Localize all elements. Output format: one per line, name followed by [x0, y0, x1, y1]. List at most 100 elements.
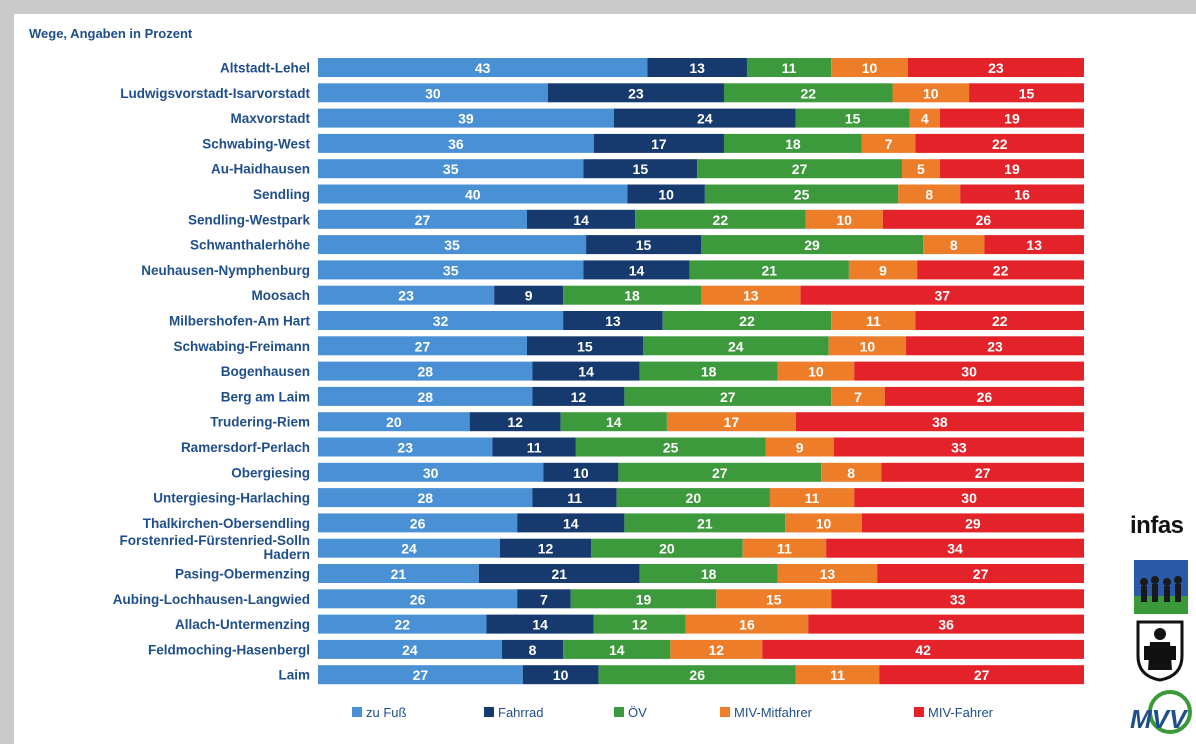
category-label: Ludwigsvorstadt-Isarvorstadt [120, 86, 310, 101]
data-label: 25 [663, 440, 679, 456]
mvv-logo-icon: MVV [1130, 690, 1192, 734]
bar-segment [318, 564, 479, 583]
data-label: 27 [975, 465, 991, 481]
data-label: 30 [961, 364, 977, 380]
category-labels-layer: Altstadt-Lehel Ludwigsvorstadt-Isarvorsta… [113, 61, 311, 683]
data-label: 26 [410, 591, 426, 607]
data-label: 10 [658, 187, 674, 203]
bar-segment [570, 589, 717, 609]
category-label: Forstenried-Fürstenried-Solln Hadern [119, 533, 310, 562]
bar-segment [795, 665, 880, 685]
bar-segment [882, 209, 1084, 229]
data-label: 20 [386, 414, 402, 430]
bar-segment [563, 639, 671, 659]
bar-segment [318, 538, 501, 558]
bars-layer: 43 13 11 10 23 30 23 22 10 15 39 24 15 4 19 36 17 18 7 22 35… [318, 58, 1084, 685]
data-label: 16 [739, 617, 755, 633]
bar-segment [517, 513, 625, 533]
category-label: Maxvorstadt [230, 111, 310, 126]
bar-segment [478, 564, 640, 583]
data-label: 10 [553, 667, 569, 683]
bar-segment [318, 133, 594, 153]
bar-segment [666, 412, 796, 432]
data-label: 25 [794, 187, 810, 203]
bar-segment [624, 513, 786, 533]
data-label: 30 [961, 490, 977, 506]
data-label: 36 [938, 617, 954, 633]
legend-layer: zu Fuß Fahrrad ÖV MIV-Mitfahrer MIV-Fahrer [352, 705, 994, 720]
data-label: 18 [624, 288, 640, 304]
bar-segment [318, 386, 533, 406]
data-label: 15 [636, 237, 652, 253]
bar-segment [723, 133, 862, 153]
data-label: 21 [552, 566, 568, 582]
data-label: 7 [540, 591, 548, 607]
data-label: 7 [885, 136, 893, 152]
data-label: 22 [992, 313, 1008, 329]
data-label: 26 [410, 515, 426, 531]
category-label: Untergiesing-Harlaching [153, 491, 310, 506]
data-label: 15 [1019, 85, 1035, 101]
bar-segment [877, 564, 1084, 583]
data-label: 18 [701, 566, 717, 582]
bar-segment [704, 184, 899, 204]
data-label: 21 [391, 566, 407, 582]
category-label: Berg am Laim [221, 389, 310, 404]
bar-segment [318, 260, 584, 280]
category-label: Schwanthalerhöhe [190, 238, 311, 253]
bar-segment [318, 159, 584, 179]
legend-swatch [914, 707, 924, 717]
bar-segment [318, 285, 495, 305]
legend-swatch [720, 707, 730, 717]
data-label: 26 [977, 389, 993, 405]
bar-segment [526, 336, 643, 356]
bar-segment [613, 108, 796, 128]
data-label: 24 [402, 642, 418, 658]
data-label: 14 [578, 364, 594, 380]
bar-segment [833, 437, 1084, 457]
bar-segment [939, 108, 1084, 128]
data-label: 14 [609, 642, 625, 658]
data-label: 15 [577, 338, 593, 354]
bar-segment [821, 462, 882, 482]
bar-segment [639, 361, 778, 381]
data-label: 4 [921, 111, 929, 127]
data-label: 30 [423, 465, 439, 481]
bar-segment [831, 58, 908, 77]
bar-segment [586, 235, 701, 255]
bar-segment [795, 108, 910, 128]
legend-swatch [352, 707, 362, 717]
data-label: 18 [785, 136, 801, 152]
data-label: 32 [433, 313, 449, 329]
bar-segment [960, 184, 1084, 204]
data-label: 42 [915, 642, 931, 658]
category-label: Laim [278, 668, 310, 683]
bar-segment [532, 361, 640, 381]
data-label: 27 [415, 338, 431, 354]
data-label: 14 [573, 212, 589, 228]
legend-label: Fahrrad [498, 705, 544, 720]
bar-segment [583, 260, 690, 280]
bar-segment [769, 488, 855, 508]
data-label: 8 [847, 465, 855, 481]
bar-segment [575, 437, 766, 457]
data-label: 29 [804, 237, 820, 253]
data-label: 7 [854, 389, 862, 405]
bar-segment [591, 538, 743, 558]
data-label: 27 [413, 667, 429, 683]
data-label: 13 [820, 566, 836, 582]
category-label: Schwabing-Freimann [173, 339, 310, 354]
bar-segment [532, 386, 625, 406]
category-label: Bogenhausen [221, 364, 310, 379]
data-label: 29 [965, 515, 981, 531]
bar-segment [917, 260, 1084, 280]
legend-label: zu Fuß [366, 705, 407, 720]
data-label: 11 [527, 440, 542, 456]
bar-segment [624, 386, 832, 406]
bar-segment [701, 285, 801, 305]
data-label: 13 [1026, 237, 1042, 253]
bar-segment [826, 538, 1084, 558]
category-label: Sendling [253, 187, 310, 202]
bar-segment [861, 133, 916, 153]
bar-segment [915, 311, 1084, 330]
